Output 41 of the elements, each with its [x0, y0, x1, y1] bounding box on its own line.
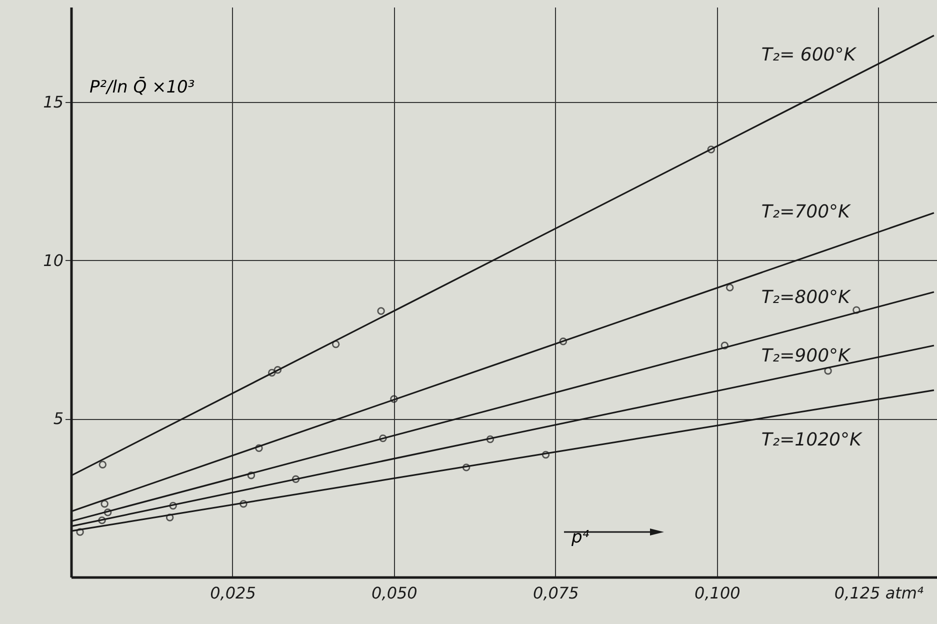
x-tick-label: 0,025: [210, 584, 256, 602]
series-label: T₂= 600°K: [761, 44, 857, 66]
point: [98, 516, 106, 524]
x-tick-label: 0,125 atm⁴: [834, 584, 924, 602]
y-tick-label: 5: [53, 409, 64, 428]
point: [707, 146, 715, 154]
point: [100, 500, 108, 508]
point: [486, 435, 494, 444]
point: [824, 366, 832, 375]
point: [726, 284, 734, 292]
series-label: T₂=1020°K: [761, 429, 862, 450]
y-axis-title: P²/ln Q̄ ×10³: [90, 76, 195, 98]
point: [542, 450, 550, 459]
point: [166, 514, 174, 522]
point: [559, 338, 568, 346]
point: [76, 528, 84, 536]
point: [292, 475, 300, 484]
point: [240, 500, 248, 508]
x-axis-title: p⁴: [570, 528, 590, 548]
point: [268, 368, 276, 377]
x-tick-label: 0,100: [694, 584, 740, 602]
point: [255, 444, 263, 452]
point: [852, 306, 860, 314]
y-tick-label: 15: [43, 92, 64, 112]
y-tick-label: 10: [43, 250, 64, 270]
x-tick-label: 0,075: [533, 584, 579, 602]
point: [377, 307, 385, 315]
point: [720, 342, 729, 350]
point: [332, 340, 340, 348]
point: [379, 434, 387, 442]
point: [98, 460, 107, 468]
point: [104, 508, 112, 516]
series-label: T₂=800°K: [761, 286, 852, 308]
point: [274, 366, 282, 374]
point: [169, 502, 177, 510]
point: [462, 464, 470, 472]
x-tick-label: 0,050: [372, 584, 418, 602]
series-label: T₂=700°K: [761, 202, 852, 223]
series-label: T₂=900°K: [761, 346, 852, 367]
point: [390, 395, 398, 403]
point: [247, 471, 256, 480]
